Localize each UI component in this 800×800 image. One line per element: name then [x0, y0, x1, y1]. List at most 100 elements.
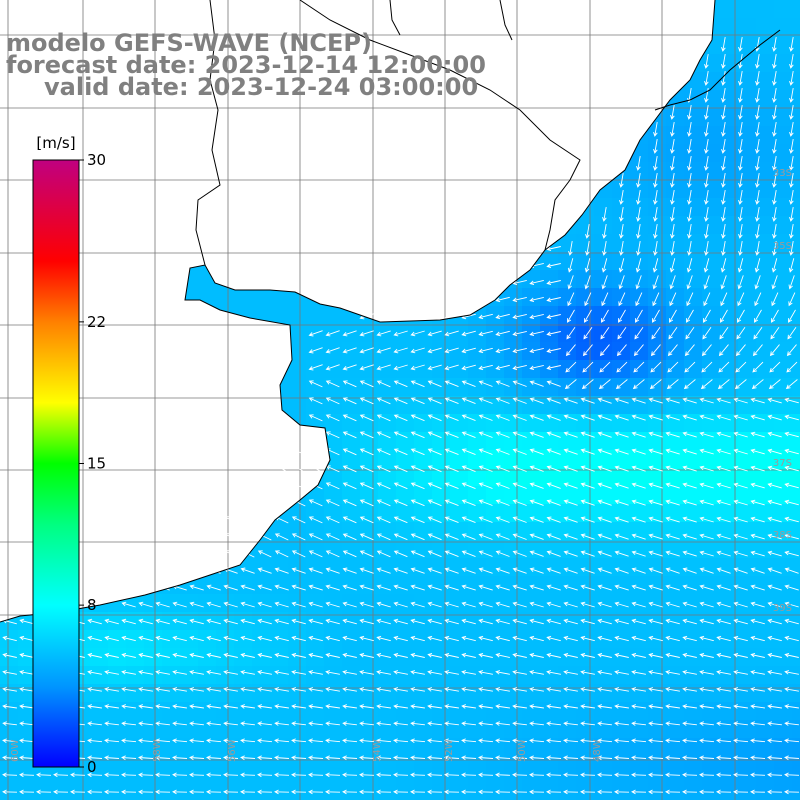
wind-arrow — [750, 414, 765, 421]
wind-arrow — [631, 755, 647, 761]
wind-arrow — [546, 465, 561, 472]
wind-arrow — [274, 550, 289, 558]
wind-arrow — [393, 380, 408, 388]
wind-arrow — [546, 380, 561, 387]
wind-arrow — [784, 516, 799, 523]
wind-arrow — [223, 670, 238, 675]
wind-arrow — [410, 330, 425, 337]
wind-arrow — [635, 275, 642, 290]
wind-arrow — [495, 465, 510, 472]
wind-arrow — [682, 550, 697, 557]
wind-arrow — [359, 431, 374, 439]
wind-arrow — [686, 309, 694, 323]
wind-arrow — [478, 755, 494, 761]
wind-arrow — [495, 397, 510, 404]
wind-arrow — [670, 207, 675, 222]
wind-arrow — [172, 550, 187, 558]
wind-arrow — [189, 635, 204, 642]
wind-arrow — [750, 499, 765, 506]
wind-arrow — [546, 584, 561, 591]
wind-arrow — [699, 414, 714, 421]
wind-arrow — [580, 414, 595, 421]
wind-arrow — [665, 431, 680, 438]
wind-arrow — [563, 789, 579, 795]
wind-arrow — [444, 584, 459, 591]
wind-arrow — [427, 414, 442, 422]
wind-arrow — [584, 275, 591, 290]
wind-arrow — [342, 738, 358, 743]
wind-arrow — [653, 241, 658, 256]
wind-arrow — [580, 448, 595, 455]
wind-arrow — [461, 414, 476, 422]
wind-arrow — [274, 687, 289, 692]
wind-arrow — [784, 618, 799, 625]
wind-arrow — [653, 173, 658, 188]
wind-arrow — [699, 772, 715, 778]
wind-arrow — [172, 687, 187, 692]
wind-arrow — [342, 448, 357, 456]
wind-arrow — [138, 687, 153, 692]
wind-arrow — [155, 687, 170, 692]
wind-arrow — [772, 122, 777, 137]
wind-arrow — [257, 516, 272, 524]
wind-arrow — [257, 755, 273, 761]
wind-arrow — [206, 635, 221, 642]
wind-arrow — [155, 601, 170, 608]
wind-arrow — [444, 499, 459, 507]
wind-arrow — [274, 465, 289, 473]
wind-arrow — [669, 309, 677, 323]
wind-arrow — [308, 550, 323, 558]
wind-arrow — [257, 721, 272, 726]
wind-arrow — [597, 704, 612, 709]
wind-arrow — [308, 347, 323, 354]
wind-arrow — [665, 789, 681, 795]
wind-arrow — [376, 670, 391, 675]
wind-arrow — [580, 567, 595, 574]
wind-arrow — [614, 738, 630, 743]
wind-arrow — [325, 584, 340, 591]
wind-arrow — [580, 482, 595, 489]
wind-arrow — [617, 327, 627, 340]
wind-arrow — [376, 601, 391, 608]
wind-arrow — [633, 344, 644, 357]
wind-arrow — [614, 465, 629, 472]
wind-arrow — [206, 601, 221, 608]
wind-arrow — [342, 397, 357, 405]
wind-arrow — [478, 704, 493, 709]
wind-arrow — [376, 448, 391, 456]
wind-arrow — [720, 275, 727, 290]
wind-arrow — [495, 670, 510, 675]
wind-arrow — [699, 516, 714, 523]
wind-arrow — [699, 499, 714, 506]
wind-arrow — [240, 652, 255, 658]
wind-arrow — [410, 482, 425, 490]
wind-arrow — [772, 105, 777, 120]
wind-arrow — [427, 533, 442, 541]
wind-arrow — [733, 516, 748, 523]
wind-arrow — [755, 207, 760, 222]
wind-arrow — [461, 364, 476, 371]
wind-arrow — [563, 687, 578, 692]
wind-arrow — [478, 618, 493, 625]
wind-arrow — [189, 755, 205, 761]
wind-arrow — [104, 772, 120, 778]
wind-arrow — [359, 755, 375, 761]
wind-arrow — [410, 772, 426, 778]
wind-arrow — [565, 344, 576, 357]
wind-arrow — [495, 652, 510, 658]
lon-label: 54W — [372, 739, 383, 762]
wind-arrow — [529, 465, 544, 472]
wind-arrow — [308, 704, 323, 709]
wind-arrow — [2, 652, 17, 658]
wind-arrow — [206, 670, 221, 675]
wind-arrow — [648, 738, 664, 743]
wind-arrow — [36, 789, 52, 795]
wind-arrow — [597, 687, 612, 692]
wind-arrow — [682, 670, 697, 675]
wind-arrow — [750, 738, 766, 743]
wind-arrow — [104, 755, 120, 761]
wind-arrow — [784, 755, 800, 761]
wind-arrow — [616, 344, 627, 357]
wind-arrow — [636, 190, 641, 205]
